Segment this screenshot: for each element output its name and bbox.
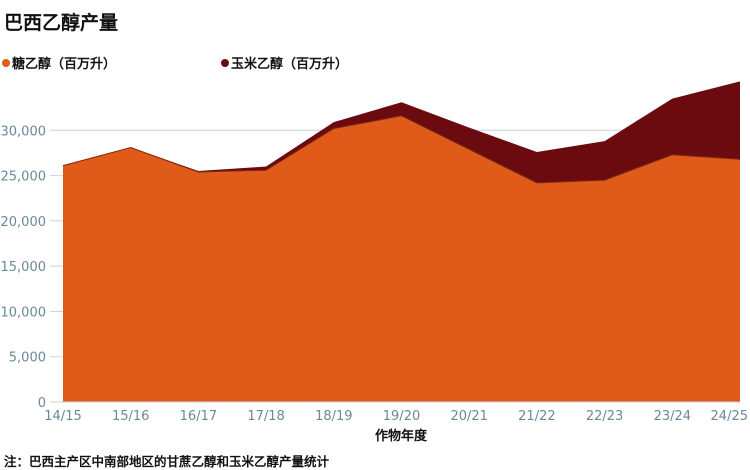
y-tick-label-20000: 20,000 [1,215,47,230]
legend-label-sugar: 糖乙醇（百万升） [12,57,117,72]
x-tick-label-23/24: 23/24 [654,409,691,424]
y-tick-label-5000: 5,000 [9,351,46,366]
chart-title: 巴西乙醇产量 [4,12,119,34]
x-tick-label-22/23: 22/23 [586,409,623,424]
y-tick-label-25000: 25,000 [1,170,47,185]
legend-item-corn-ethanol: 玉米乙醇（百万升） [221,53,348,72]
legend-label-corn: 玉米乙醇（百万升） [231,57,349,72]
x-tick-label-15/16: 15/16 [112,409,149,424]
x-tick-label-17/18: 17/18 [247,409,284,424]
x-tick-label-16/17: 16/17 [180,409,217,424]
x-tick-label-21/22: 21/22 [518,409,555,424]
legend-swatch-sugar [2,58,10,67]
legend-item-sugar-ethanol: 糖乙醇（百万升） [2,53,116,72]
y-tick-label-0: 0 [38,396,46,411]
x-tick-label-20/21: 20/21 [450,409,487,424]
y-tick-label-15000: 15,000 [1,260,47,275]
chart-footnote: 注：巴西主产区中南部地区的甘蔗乙醇和玉米乙醇产量统计 [4,454,330,469]
x-tick-label-18/19: 18/19 [315,409,352,424]
area-corn-ethanol [63,81,740,183]
area-sugar-ethanol [63,115,740,403]
x-axis-label: 作物年度 [375,428,428,444]
x-tick-label-24/25: 24/25 [711,409,748,424]
legend-swatch-corn [221,58,229,67]
x-tick-label-14/15: 14/15 [44,409,81,424]
y-tick-label-30000: 30,000 [1,124,47,139]
x-tick-label-19/20: 19/20 [383,409,420,424]
y-tick-label-10000: 10,000 [1,305,47,320]
